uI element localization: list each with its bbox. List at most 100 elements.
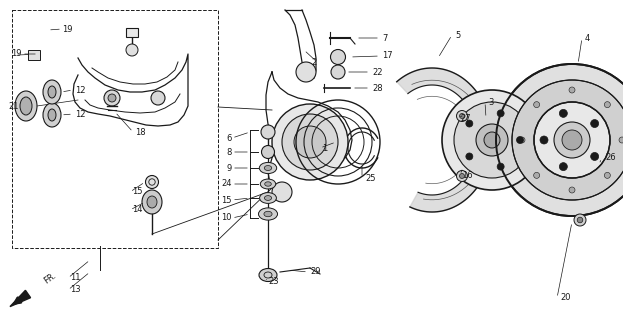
Circle shape <box>272 104 348 180</box>
Text: 28: 28 <box>372 84 383 92</box>
Ellipse shape <box>147 196 157 208</box>
Circle shape <box>262 146 275 158</box>
Circle shape <box>569 87 575 93</box>
Circle shape <box>554 122 590 158</box>
Text: 27: 27 <box>460 114 470 123</box>
Text: 12: 12 <box>75 85 85 94</box>
Circle shape <box>282 114 338 170</box>
Ellipse shape <box>259 163 277 173</box>
Ellipse shape <box>43 80 61 104</box>
Circle shape <box>460 114 465 118</box>
Text: 9: 9 <box>227 164 232 172</box>
Circle shape <box>476 124 508 156</box>
Circle shape <box>574 214 586 226</box>
Text: 17: 17 <box>382 52 392 60</box>
Ellipse shape <box>264 165 272 171</box>
Circle shape <box>496 64 623 216</box>
Text: 8: 8 <box>227 148 232 156</box>
Circle shape <box>294 126 326 158</box>
Text: 20: 20 <box>560 293 571 302</box>
Circle shape <box>540 136 548 144</box>
Text: FR.: FR. <box>42 271 58 286</box>
Circle shape <box>466 153 473 160</box>
Text: 29: 29 <box>310 268 320 276</box>
Text: 4: 4 <box>585 34 590 43</box>
Circle shape <box>457 110 467 122</box>
FancyBboxPatch shape <box>28 50 40 60</box>
Circle shape <box>146 175 158 188</box>
Circle shape <box>272 182 292 202</box>
Ellipse shape <box>15 91 37 121</box>
Ellipse shape <box>260 179 276 189</box>
Circle shape <box>261 125 275 139</box>
Ellipse shape <box>265 182 271 186</box>
Ellipse shape <box>20 97 32 115</box>
Circle shape <box>577 217 583 223</box>
Text: 3: 3 <box>488 98 493 107</box>
Circle shape <box>562 130 582 150</box>
Circle shape <box>591 120 599 128</box>
Text: 19: 19 <box>11 50 22 59</box>
Circle shape <box>126 44 138 56</box>
Ellipse shape <box>48 109 56 121</box>
Ellipse shape <box>260 193 277 204</box>
Text: 1: 1 <box>322 143 327 153</box>
Text: 14: 14 <box>132 205 143 214</box>
Ellipse shape <box>259 268 277 282</box>
Text: 13: 13 <box>70 285 80 294</box>
Text: 19: 19 <box>62 25 72 34</box>
Ellipse shape <box>264 211 272 217</box>
Circle shape <box>296 62 316 82</box>
Circle shape <box>497 110 504 117</box>
Polygon shape <box>10 290 31 307</box>
Text: 12: 12 <box>75 109 85 118</box>
Text: 15: 15 <box>132 188 143 196</box>
Circle shape <box>108 94 116 102</box>
Text: 24: 24 <box>222 180 232 188</box>
Circle shape <box>466 120 473 127</box>
Circle shape <box>104 90 120 106</box>
Ellipse shape <box>264 196 272 200</box>
Circle shape <box>516 137 523 143</box>
Text: 26: 26 <box>605 154 616 163</box>
Circle shape <box>619 137 623 143</box>
Circle shape <box>534 102 610 178</box>
Circle shape <box>559 109 568 117</box>
Text: 15: 15 <box>222 196 232 204</box>
Circle shape <box>454 102 530 178</box>
Text: 21: 21 <box>8 101 19 110</box>
Circle shape <box>331 65 345 79</box>
Text: 22: 22 <box>372 68 383 76</box>
Circle shape <box>460 173 465 179</box>
Circle shape <box>534 172 540 178</box>
Text: 25: 25 <box>365 173 376 182</box>
Text: 10: 10 <box>222 213 232 222</box>
Circle shape <box>457 171 467 181</box>
Circle shape <box>569 187 575 193</box>
Circle shape <box>512 80 623 200</box>
Text: 7: 7 <box>382 34 388 43</box>
Text: 5: 5 <box>455 30 460 39</box>
Text: 16: 16 <box>462 171 473 180</box>
Circle shape <box>591 152 599 160</box>
Text: 11: 11 <box>70 274 80 283</box>
Ellipse shape <box>142 190 162 214</box>
Circle shape <box>534 102 540 108</box>
Polygon shape <box>397 68 492 212</box>
Ellipse shape <box>259 208 277 220</box>
Circle shape <box>484 132 500 148</box>
Text: 23: 23 <box>268 277 278 286</box>
Ellipse shape <box>43 103 61 127</box>
Circle shape <box>442 90 542 190</box>
Circle shape <box>330 50 346 65</box>
FancyBboxPatch shape <box>126 28 138 37</box>
Circle shape <box>497 163 504 170</box>
Text: 2: 2 <box>312 58 317 67</box>
Ellipse shape <box>48 86 56 98</box>
Circle shape <box>519 137 525 143</box>
Circle shape <box>559 163 568 171</box>
Circle shape <box>604 172 611 178</box>
Circle shape <box>604 102 611 108</box>
Circle shape <box>151 91 165 105</box>
Text: 6: 6 <box>227 133 232 142</box>
